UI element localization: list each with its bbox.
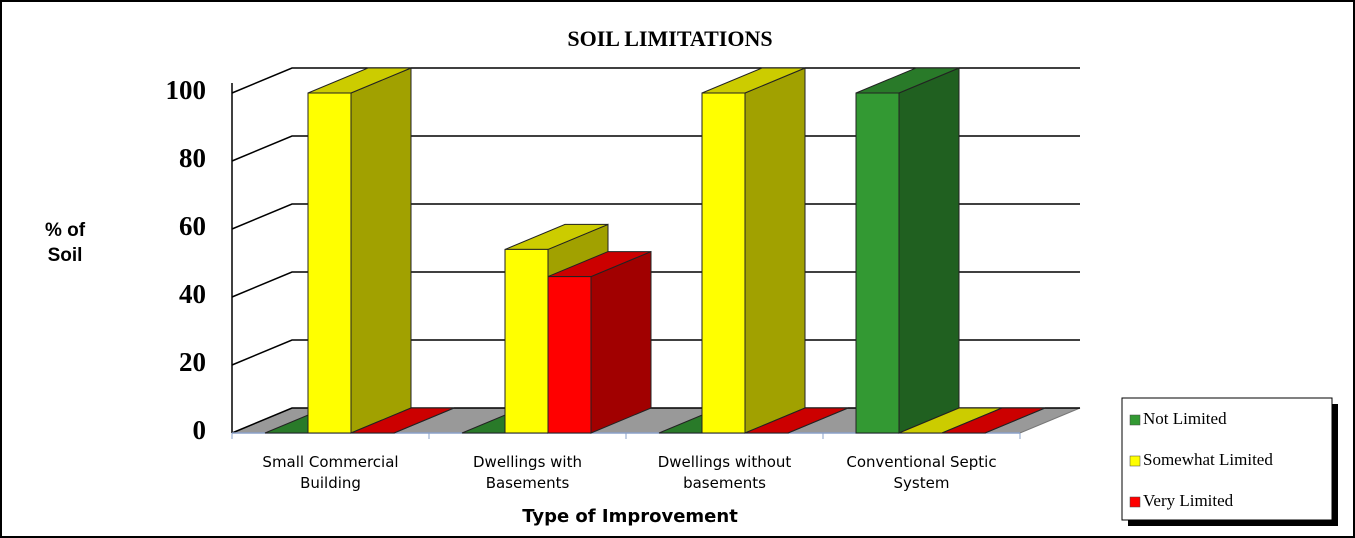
bar-side [590,250,652,434]
x-axis-label: Type of Improvement [522,506,738,527]
legend-label: Very Limited [1143,491,1234,510]
legend-swatch [1129,414,1141,426]
legend-label: Not Limited [1143,409,1227,428]
bar-side [350,67,412,434]
bar-front [504,248,549,434]
bar-side [744,67,806,434]
bar-top [350,407,455,434]
bar-top [744,407,849,434]
bar [941,407,1046,434]
grid-line [231,135,1080,162]
y-tick-label: 60 [179,211,206,241]
bar-side [898,67,960,434]
bar [307,67,412,434]
bar-front [307,92,352,434]
bar-front [547,276,592,434]
y-tick-label: 0 [193,415,207,445]
bar-front [701,92,746,434]
grid-line [231,339,1080,366]
bar [701,67,806,434]
x-tick-label: Conventional Septic System [846,453,997,492]
bar [855,67,960,434]
legend [1121,397,1333,521]
legend-label: Somewhat Limited [1143,450,1273,469]
grid-line [231,203,1080,230]
legend-swatch [1129,455,1141,467]
bar-front [855,92,900,434]
bar [547,250,652,434]
bar [744,407,849,434]
y-tick-label: 100 [166,75,207,105]
x-tick-label: Small Commercial Building [262,453,399,492]
bar-top [941,407,1046,434]
legend-swatch [1129,496,1141,508]
y-axis-label: % of Soil [44,220,86,266]
y-tick-label: 20 [179,347,206,377]
grid-line [231,271,1080,298]
x-tick-label: Dwellings without basements [657,453,792,492]
x-tick-label: Dwellings with Basements [473,453,582,492]
y-tick-label: 80 [179,143,206,173]
bar [350,407,455,434]
grid-line [231,67,1080,94]
chart-title: SOIL LIMITATIONS [567,26,772,51]
y-tick-label: 40 [179,279,206,309]
